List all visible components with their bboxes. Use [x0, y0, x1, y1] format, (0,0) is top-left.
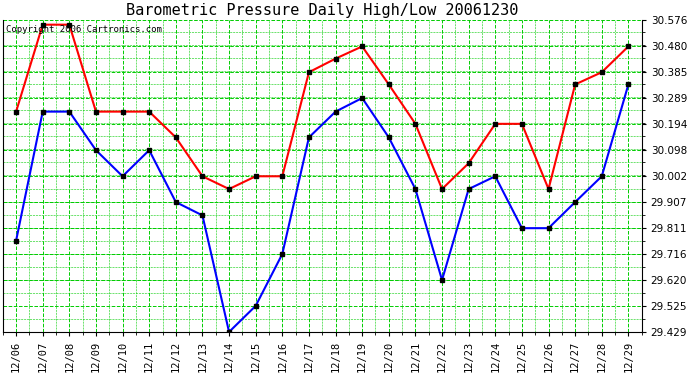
Text: Copyright 2006 Cartronics.com: Copyright 2006 Cartronics.com: [6, 25, 162, 34]
Title: Barometric Pressure Daily High/Low 20061230: Barometric Pressure Daily High/Low 20061…: [126, 3, 518, 18]
